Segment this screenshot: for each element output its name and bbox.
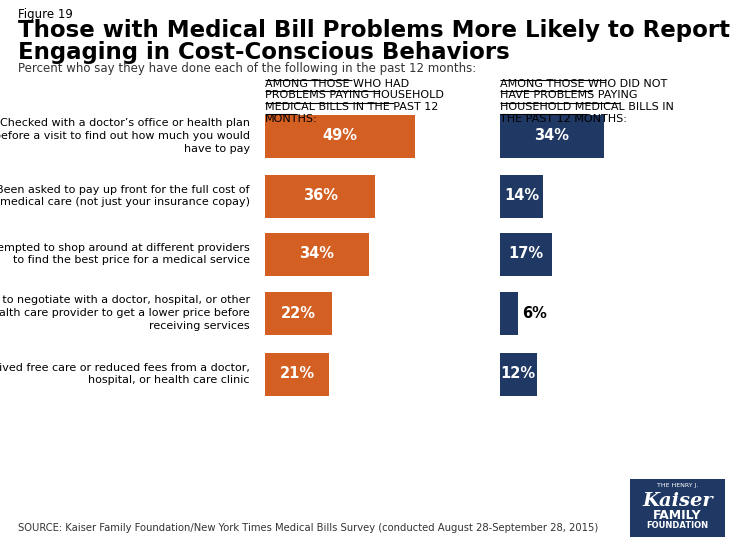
Bar — [630, 479, 725, 537]
Text: FAMILY: FAMILY — [653, 509, 702, 522]
Text: PROBLEMS PAYING HOUSEHOLD: PROBLEMS PAYING HOUSEHOLD — [265, 90, 444, 100]
Text: AMONG THOSE WHO DID NOT: AMONG THOSE WHO DID NOT — [500, 79, 667, 89]
Text: AMONG THOSE WHO HAD: AMONG THOSE WHO HAD — [265, 79, 409, 89]
Text: Checked with a doctor’s office or health plan
before a visit to find out how muc: Checked with a doctor’s office or health… — [0, 118, 250, 154]
Text: THE PAST 12 MONTHS:: THE PAST 12 MONTHS: — [500, 114, 627, 123]
Bar — [265, 233, 369, 276]
Bar — [265, 175, 375, 218]
Text: Attempted to shop around at different providers
to find the best price for a med: Attempted to shop around at different pr… — [0, 242, 250, 266]
Text: 49%: 49% — [323, 128, 357, 143]
Bar — [500, 175, 543, 218]
Text: 6%: 6% — [523, 305, 548, 321]
Bar — [265, 291, 332, 334]
Text: FOUNDATION: FOUNDATION — [647, 521, 709, 530]
Text: HOUSEHOLD MEDICAL BILLS IN: HOUSEHOLD MEDICAL BILLS IN — [500, 102, 674, 112]
Text: 17%: 17% — [509, 246, 544, 262]
Text: 21%: 21% — [279, 366, 315, 381]
Text: 12%: 12% — [501, 366, 536, 381]
Text: MONTHS:: MONTHS: — [265, 114, 318, 123]
Text: 22%: 22% — [282, 305, 316, 321]
Bar — [265, 353, 329, 396]
Text: 36%: 36% — [303, 188, 337, 203]
Text: Percent who say they have done each of the following in the past 12 months:: Percent who say they have done each of t… — [18, 62, 476, 75]
Text: Tried to negotiate with a doctor, hospital, or other
health care provider to get: Tried to negotiate with a doctor, hospit… — [0, 295, 250, 331]
Text: 34%: 34% — [534, 128, 570, 143]
Text: 14%: 14% — [504, 188, 539, 203]
Text: Received free care or reduced fees from a doctor,
hospital, or health care clini: Received free care or reduced fees from … — [0, 363, 250, 385]
Bar — [500, 353, 537, 396]
Text: Been asked to pay up front for the full cost of
medical care (not just your insu: Been asked to pay up front for the full … — [0, 185, 250, 207]
Bar — [500, 291, 518, 334]
Text: THE HENRY J.: THE HENRY J. — [657, 483, 698, 488]
Bar — [265, 115, 415, 158]
Text: HAVE PROBLEMS PAYING: HAVE PROBLEMS PAYING — [500, 90, 637, 100]
Bar — [500, 115, 604, 158]
Text: Those with Medical Bill Problems More Likely to Report: Those with Medical Bill Problems More Li… — [18, 19, 730, 42]
Bar — [500, 233, 552, 276]
Text: Engaging in Cost-Conscious Behaviors: Engaging in Cost-Conscious Behaviors — [18, 41, 510, 64]
Text: Figure 19: Figure 19 — [18, 8, 73, 21]
Text: 34%: 34% — [300, 246, 334, 262]
Text: MEDICAL BILLS IN THE PAST 12: MEDICAL BILLS IN THE PAST 12 — [265, 102, 438, 112]
Text: Kaiser: Kaiser — [642, 492, 713, 510]
Text: SOURCE: Kaiser Family Foundation/New York Times Medical Bills Survey (conducted : SOURCE: Kaiser Family Foundation/New Yor… — [18, 523, 598, 533]
